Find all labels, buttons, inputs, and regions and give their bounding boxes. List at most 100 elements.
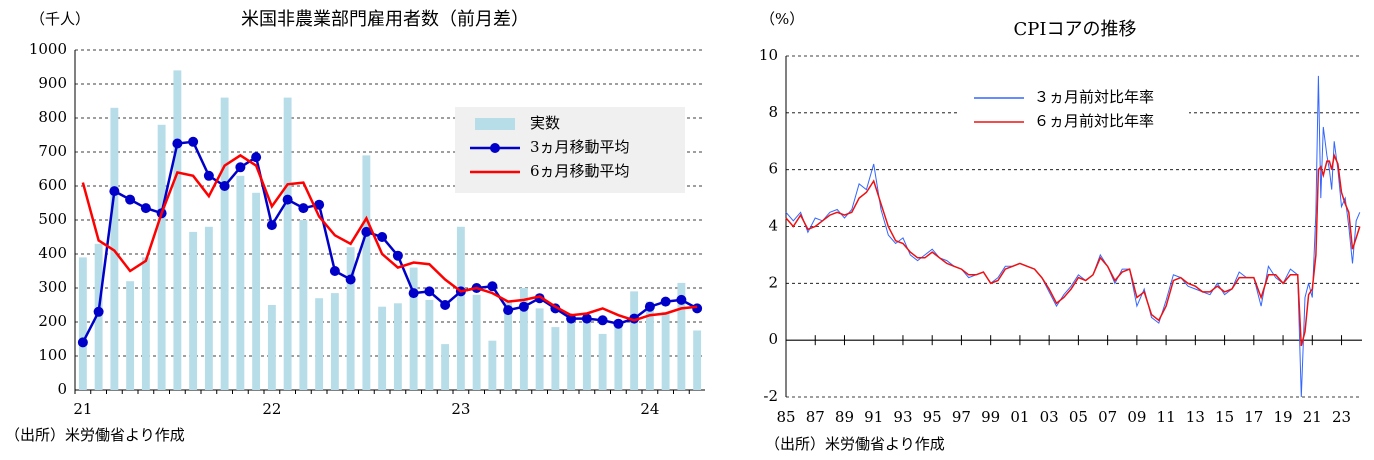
- bar: [677, 282, 686, 390]
- x-tick-label: 13: [1186, 408, 1205, 426]
- x-tick-label: 97: [952, 408, 971, 426]
- x-tick-label: 23: [451, 400, 470, 418]
- bar: [425, 299, 434, 390]
- marker: [93, 306, 104, 317]
- marker: [676, 294, 687, 305]
- marker: [125, 194, 136, 205]
- x-tick-label: 22: [262, 400, 281, 418]
- y-tick-label: 10: [759, 46, 778, 64]
- marker: [597, 315, 608, 326]
- x-tick-label: 91: [864, 408, 883, 426]
- y-tick-label: 400: [38, 244, 67, 262]
- y-tick-label: 300: [38, 278, 67, 296]
- legend-label: 3ヵ月移動平均: [530, 138, 630, 156]
- legend-box: [959, 81, 1189, 143]
- chart-title: 米国非農業部門雇用者数（前月差）: [241, 9, 529, 30]
- bar: [330, 293, 339, 390]
- y-tick-label: 4: [768, 217, 778, 235]
- y-tick-label: -2: [763, 387, 778, 405]
- x-tick-label: 99: [981, 408, 1000, 426]
- marker: [251, 152, 262, 163]
- marker: [692, 303, 703, 314]
- marker: [518, 301, 529, 312]
- bar: [504, 301, 513, 390]
- marker: [487, 281, 498, 292]
- x-tick-label: 85: [776, 408, 795, 426]
- y-tick-label: 800: [38, 108, 67, 126]
- x-tick-label: 01: [1010, 408, 1029, 426]
- marker: [203, 170, 214, 181]
- marker: [581, 313, 592, 324]
- marker: [188, 136, 199, 147]
- bar: [362, 155, 371, 390]
- x-tick-label: 95: [923, 408, 942, 426]
- x-tick-label: 05: [1069, 408, 1088, 426]
- chart-title: CPIコアの推移: [1014, 19, 1137, 40]
- marker: [109, 186, 120, 197]
- bar: [551, 327, 560, 390]
- y-tick-label: 500: [38, 210, 67, 228]
- bar: [393, 303, 402, 390]
- y-tick-label: 6: [768, 160, 778, 178]
- y-tick-label: 100: [38, 346, 67, 364]
- marker: [503, 305, 514, 316]
- source-note: （出所）米労働省より作成: [765, 435, 945, 453]
- marker: [266, 220, 277, 231]
- y-tick-label: 2: [768, 273, 778, 291]
- bar: [157, 124, 166, 391]
- x-tick-label: 15: [1215, 408, 1234, 426]
- marker: [329, 266, 340, 276]
- x-tick-label: 03: [1040, 408, 1059, 426]
- bar: [283, 97, 292, 390]
- marker: [140, 203, 151, 214]
- marker: [629, 313, 640, 324]
- x-tick-label: 23: [1332, 408, 1351, 426]
- y-tick-label: 600: [38, 176, 67, 194]
- marker: [424, 286, 435, 297]
- bar: [126, 281, 135, 390]
- bar: [110, 107, 119, 391]
- x-tick-label: 19: [1274, 408, 1293, 426]
- x-tick-label: 09: [1127, 408, 1146, 426]
- bar: [315, 298, 324, 390]
- x-tick-label: 87: [806, 408, 825, 426]
- y-tick-label: 1000: [29, 40, 67, 58]
- bar: [598, 333, 607, 390]
- marker: [298, 203, 309, 214]
- bar: [252, 192, 261, 390]
- x-tick-label: 21: [73, 400, 92, 418]
- source-note: （出所）米労働省より作成: [5, 426, 185, 444]
- x-tick-label: 89: [835, 408, 854, 426]
- legend-label: 実数: [530, 114, 560, 132]
- y-tick-label: 0: [57, 380, 67, 398]
- marker: [613, 318, 624, 329]
- bar: [519, 288, 528, 390]
- bar: [173, 70, 182, 391]
- marker: [408, 288, 419, 299]
- bar: [141, 257, 150, 390]
- bar: [456, 226, 465, 390]
- y-axis-label: （%）: [760, 10, 804, 28]
- marker: [235, 162, 246, 173]
- bar: [630, 291, 639, 390]
- bar: [378, 306, 387, 390]
- x-tick-label: 07: [1098, 408, 1117, 426]
- legend-label: 6ヵ月移動平均: [530, 162, 630, 180]
- marker: [534, 293, 545, 304]
- bar: [236, 175, 245, 390]
- y-axis-label: （千人）: [30, 10, 90, 28]
- marker: [644, 301, 655, 312]
- marker: [660, 296, 671, 307]
- bar: [189, 231, 198, 390]
- bar: [582, 315, 591, 390]
- legend-swatch: [475, 118, 515, 130]
- line-series: [81, 140, 698, 343]
- bar: [693, 330, 702, 390]
- bar: [267, 305, 276, 390]
- marker: [361, 226, 372, 237]
- x-tick-label: 17: [1244, 408, 1263, 426]
- marker: [172, 138, 183, 149]
- marker: [282, 194, 293, 205]
